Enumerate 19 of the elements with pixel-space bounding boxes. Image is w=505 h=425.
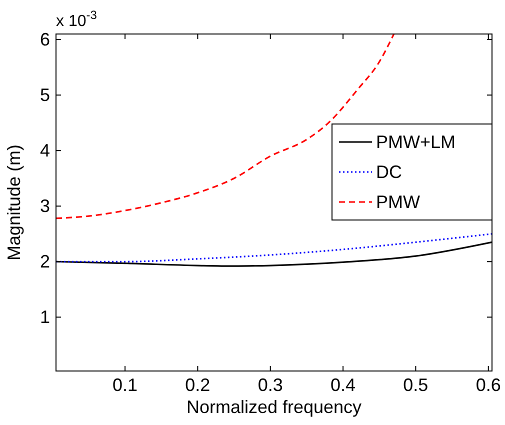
legend-label: DC: [376, 162, 402, 182]
y-tick-label: 2: [40, 252, 50, 272]
text: x 10$^{-3}$: [56, 8, 98, 30]
x-axis-title: Normalized frequency: [186, 397, 362, 417]
x-tick-label: 0.5: [403, 375, 428, 395]
y-tick-label: 6: [40, 30, 50, 50]
line-series: [56, 233, 492, 262]
y-axis-title: Magnitude (m): [4, 144, 24, 261]
x-tick-label: 0.3: [258, 375, 283, 395]
y-tick-label: 3: [40, 196, 50, 216]
y-tick-label: 5: [40, 85, 50, 106]
x-tick-label: 0.6: [476, 375, 501, 395]
x-tick-label: 0.1: [112, 375, 138, 395]
legend-label: PMW: [376, 192, 420, 212]
y-tick-label: 1: [40, 307, 50, 328]
legend-label: PMW+LM: [376, 132, 456, 152]
x-tick-label: 0.2: [185, 375, 210, 395]
y-tick-label: 4: [40, 140, 50, 161]
x-tick-label: 0.4: [330, 375, 356, 395]
